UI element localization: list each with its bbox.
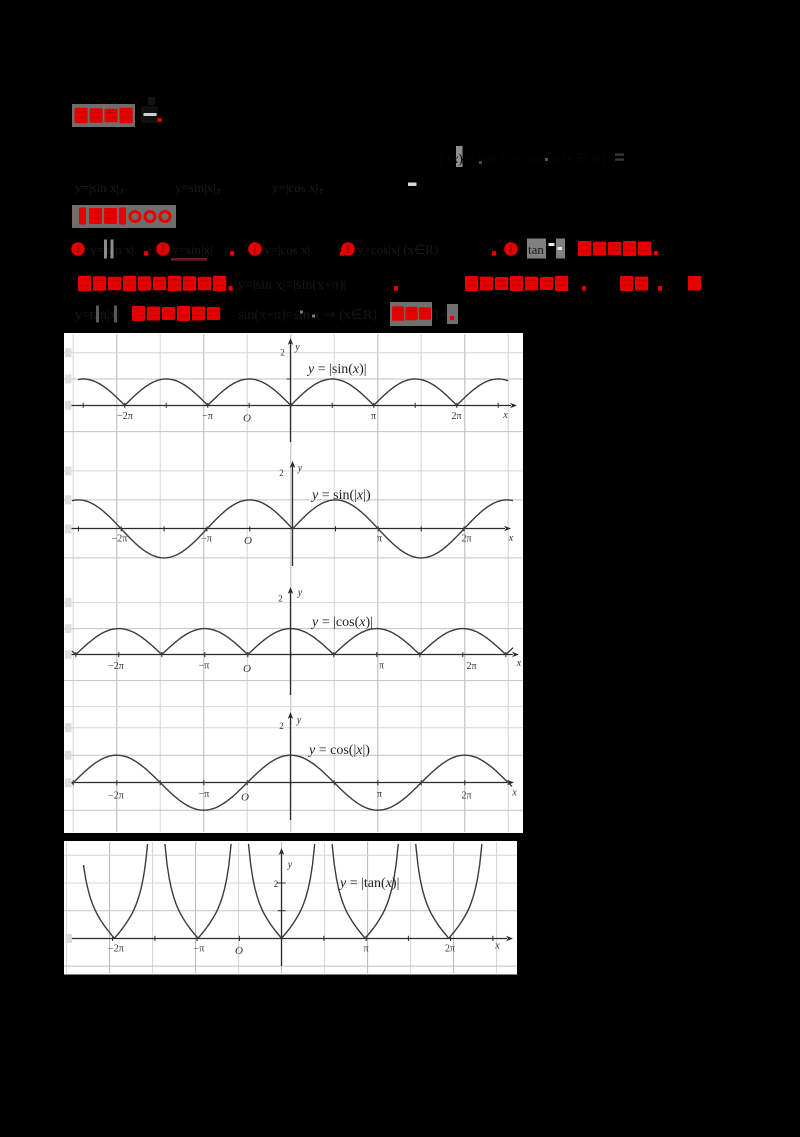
svg-text:y = |tan(x)|: y = |tan(x)| — [338, 876, 399, 891]
svg-text:y = |sin(x)|: y = |sin(x)| — [306, 362, 367, 377]
svg-text:2π: 2π — [461, 791, 471, 802]
svg-text:π: π — [363, 944, 368, 955]
svg-text:2: 2 — [274, 879, 279, 889]
svg-text:x: x — [511, 788, 517, 799]
svg-text:π: π — [377, 534, 382, 545]
svg-text:y=|sin x|=|sin(x+π)|: y=|sin x|=|sin(x+π)| — [238, 278, 346, 293]
svg-text:x: x — [502, 410, 508, 421]
svg-text:−2π: −2π — [112, 534, 128, 545]
svg-text:T=: T= — [433, 307, 448, 322]
svg-text:2π: 2π — [466, 661, 476, 672]
svg-text:2π: 2π — [451, 411, 461, 422]
svg-text:−2π: −2π — [108, 661, 124, 672]
svg-text:y=sin|x|，: y=sin|x|， — [175, 180, 229, 195]
svg-text:−2π: −2π — [108, 791, 124, 802]
svg-text:y: y — [297, 463, 303, 474]
svg-text:O: O — [243, 663, 251, 675]
svg-text:y=|cos x|，: y=|cos x|， — [272, 180, 331, 195]
svg-text:O: O — [243, 413, 251, 425]
svg-text:y: y — [296, 715, 302, 726]
svg-text:O: O — [235, 945, 243, 957]
svg-text:O: O — [241, 792, 249, 804]
svg-text:2: 2 — [279, 721, 284, 731]
svg-text:−π: −π — [201, 534, 212, 545]
svg-text:2π: 2π — [461, 534, 471, 545]
svg-text:y: y — [294, 342, 300, 353]
svg-text:π: π — [371, 411, 376, 422]
svg-text:x: x — [516, 658, 522, 669]
svg-text:2: 2 — [280, 348, 285, 358]
svg-text:y: y — [297, 588, 303, 599]
svg-text:−2π: −2π — [108, 944, 124, 955]
svg-text:y=|cos x|: y=|cos x| — [264, 242, 310, 257]
svg-text:−π: −π — [199, 789, 210, 800]
svg-text:f (x) = |sin x| + |cos x| (x: f (x) = |sin x| + |cos x| (x ∈ R) — [440, 152, 606, 167]
svg-text:y=sin|x|: y=sin|x| — [172, 242, 213, 257]
svg-text:2: 2 — [278, 594, 283, 604]
svg-text:x: x — [508, 533, 514, 544]
svg-text:tan: tan — [528, 242, 544, 257]
svg-text:y=|sin x|，: y=|sin x|， — [75, 180, 132, 195]
svg-text:x: x — [494, 941, 500, 952]
svg-text:π: π — [377, 789, 382, 800]
svg-text:y: y — [287, 860, 293, 871]
svg-text:2π: 2π — [445, 944, 455, 955]
svg-text:y = sin(|x|): y = sin(|x|) — [310, 488, 371, 503]
svg-text:−π: −π — [202, 411, 213, 422]
svg-text:O: O — [244, 535, 252, 547]
svg-text:2: 2 — [279, 468, 284, 478]
svg-text:y = cos(|x|): y = cos(|x|) — [307, 743, 370, 758]
svg-text:y=cos|x| (x∈R): y=cos|x| (x∈R) — [357, 242, 438, 257]
svg-text:sin(x+π)=sin x ⇒ (x∈R): sin(x+π)=sin x ⇒ (x∈R) — [238, 308, 377, 323]
svg-text:−π: −π — [194, 944, 205, 955]
svg-text:−π: −π — [199, 661, 210, 672]
svg-text:y = |cos(x)|: y = |cos(x)| — [310, 615, 373, 630]
svg-text:−2π: −2π — [117, 411, 133, 422]
svg-text:π: π — [379, 661, 384, 672]
